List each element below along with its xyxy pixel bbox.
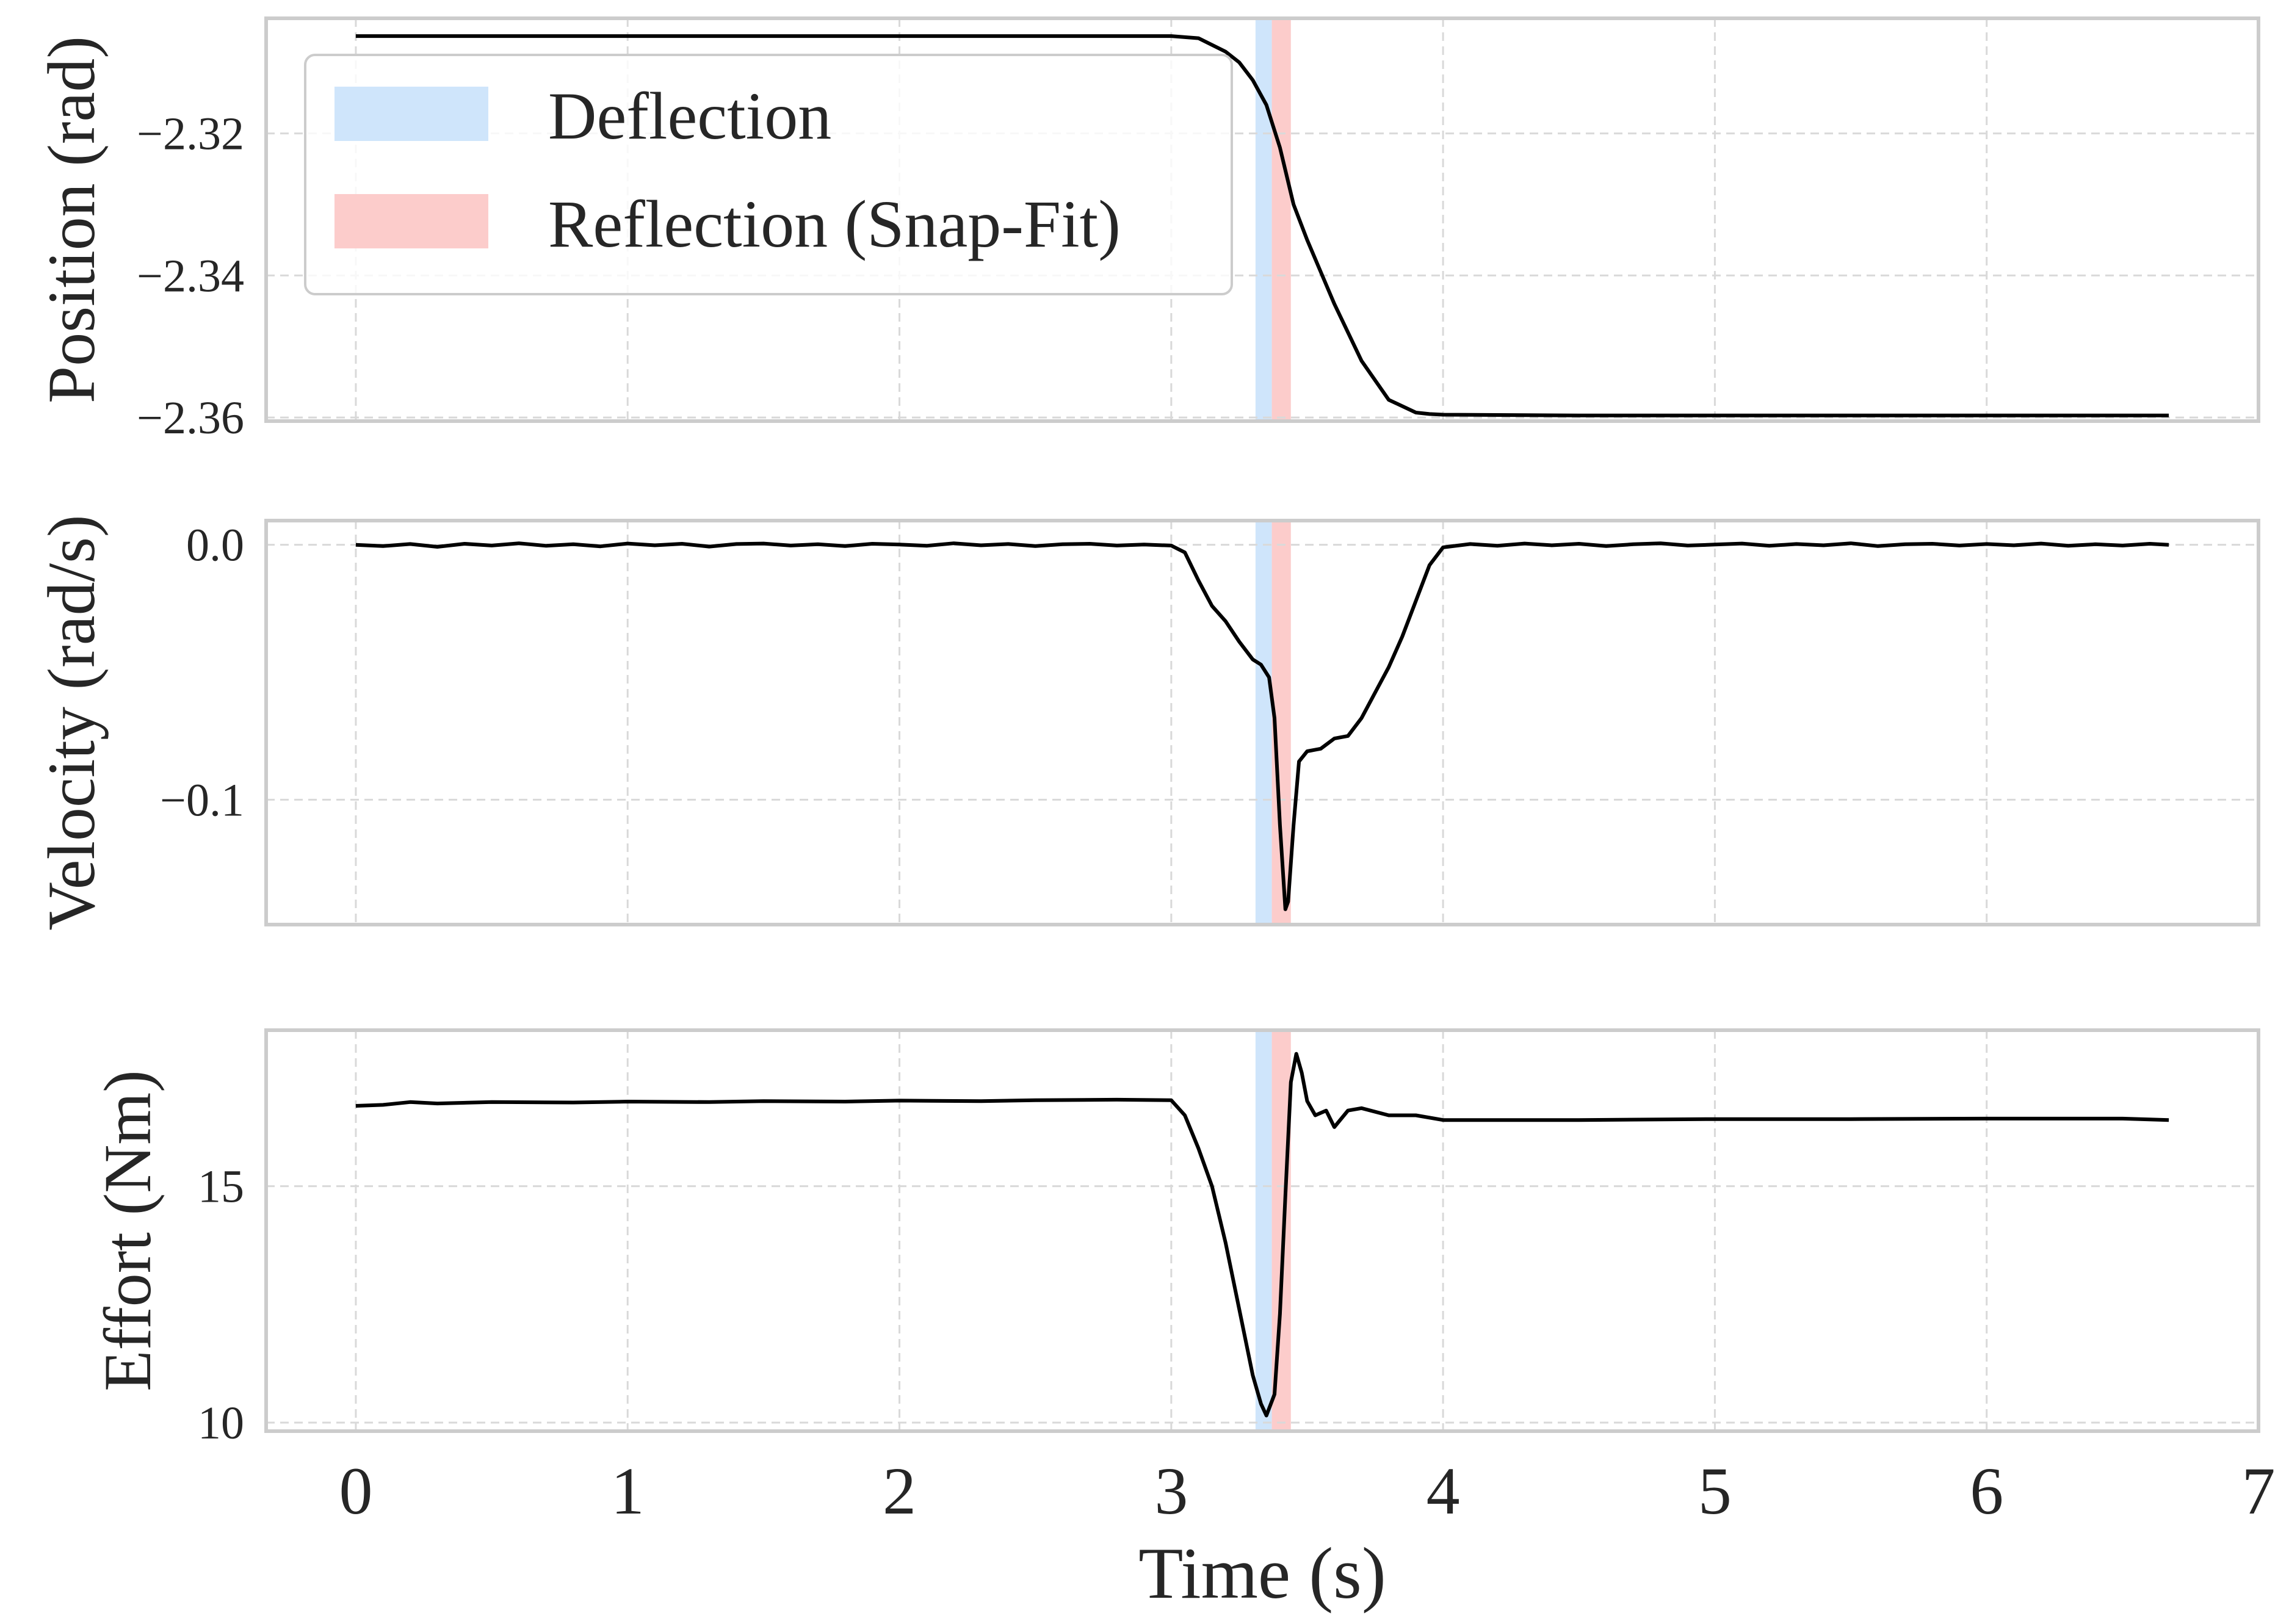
x-axis-label: Time (s) [1138, 1532, 1386, 1614]
position-ytick-label: −2.34 [137, 250, 244, 301]
effort-y-axis-label: Effort (Nm) [90, 1070, 165, 1391]
position-panel: −2.32 −2.34 −2.36 Position (rad) Deflect… [34, 16, 2260, 444]
position-ytick-label: −2.36 [137, 392, 244, 444]
position-y-ticks: −2.32 −2.34 −2.36 [137, 109, 244, 444]
legend-label-reflection: Reflection (Snap-Fit) [548, 187, 1121, 261]
effort-ytick-label: 15 [198, 1161, 244, 1213]
velocity-ytick-label: 0.0 [186, 520, 244, 571]
velocity-trace [355, 541, 2169, 911]
shaded-region-deflection [1255, 1030, 1272, 1431]
position-trace [355, 34, 2169, 417]
legend-swatch-deflection [334, 87, 488, 141]
shaded-region-deflection [1255, 521, 1272, 925]
x-axis: 0 1 2 3 4 5 6 7 Time (s) [339, 1454, 2275, 1614]
legend-label-deflection: Deflection [548, 79, 831, 153]
legend-box [304, 54, 1233, 295]
effort-grid [266, 1030, 2258, 1431]
velocity-panel: 0.0 −0.1 Velocity (rad/s) [34, 514, 2260, 931]
xtick-label: 0 [339, 1454, 372, 1528]
shaded-region-deflection [1255, 18, 1272, 421]
xtick-label: 3 [1154, 1454, 1188, 1528]
xtick-label: 5 [1698, 1454, 1732, 1528]
velocity-frame [264, 519, 2260, 926]
velocity-y-axis-label: Velocity (rad/s) [34, 514, 109, 930]
effort-shaded-regions [1255, 1030, 1291, 1431]
velocity-y-ticks: 0.0 −0.1 [160, 520, 244, 826]
position-shaded-regions [1255, 18, 1291, 421]
xtick-label: 1 [611, 1454, 645, 1528]
legend-swatch-reflection [334, 194, 488, 248]
xtick-label: 2 [883, 1454, 916, 1528]
effort-trace [355, 1052, 2169, 1418]
effort-panel: 15 10 Effort (Nm) [90, 1028, 2260, 1449]
velocity-ytick-label: −0.1 [160, 774, 244, 826]
position-frame [264, 16, 2260, 423]
position-ytick-label: −2.32 [137, 109, 244, 160]
xtick-label: 7 [2242, 1454, 2276, 1528]
legend: Deflection Reflection (Snap-Fit) [304, 54, 1233, 295]
xtick-label: 6 [1970, 1454, 2003, 1528]
xtick-label: 4 [1427, 1454, 1460, 1528]
effort-ytick-label: 10 [198, 1398, 244, 1449]
effort-frame [264, 1028, 2260, 1433]
effort-y-ticks: 15 10 [198, 1161, 244, 1449]
position-y-axis-label: Position (rad) [34, 36, 109, 403]
shaded-region-reflection [1271, 18, 1291, 421]
